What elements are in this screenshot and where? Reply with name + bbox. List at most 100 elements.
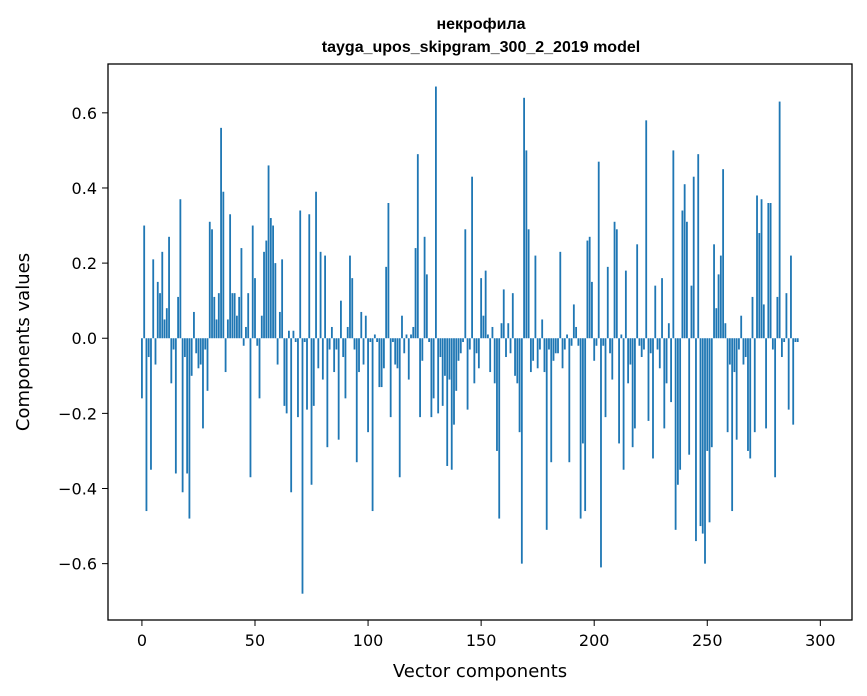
bar <box>161 251 164 339</box>
bar <box>272 225 274 339</box>
bar <box>507 323 510 339</box>
bar <box>183 338 186 358</box>
bar <box>581 338 584 444</box>
bar <box>710 338 713 448</box>
bar <box>713 244 715 339</box>
bar <box>728 338 731 365</box>
bar <box>550 338 553 463</box>
bar <box>690 285 693 339</box>
bar <box>312 338 315 406</box>
bar <box>351 278 354 339</box>
y-tick-label: −0.6 <box>58 555 97 574</box>
bar <box>410 334 412 339</box>
bar <box>649 338 652 354</box>
bar <box>640 338 643 358</box>
bar <box>301 338 304 594</box>
bar <box>462 338 464 342</box>
bar <box>294 338 297 342</box>
bar <box>333 338 336 373</box>
bar <box>231 293 234 339</box>
bar <box>609 338 611 354</box>
bar <box>353 338 356 350</box>
bar <box>473 338 476 384</box>
bar <box>163 319 166 339</box>
bar <box>602 338 605 346</box>
bar <box>441 338 444 406</box>
bar <box>414 248 417 339</box>
bar <box>306 338 308 410</box>
bar <box>604 338 607 418</box>
bar <box>364 315 367 339</box>
bar <box>627 338 630 384</box>
y-tick-label: −0.4 <box>58 480 97 499</box>
bar <box>453 338 455 425</box>
bar <box>346 326 349 339</box>
bar <box>792 338 795 425</box>
bar <box>220 127 222 339</box>
bar <box>575 326 578 339</box>
bar <box>600 338 602 568</box>
bar <box>233 293 236 339</box>
bar <box>620 334 623 339</box>
bar <box>315 191 317 339</box>
bar <box>145 338 148 512</box>
bar <box>534 255 537 339</box>
bar <box>292 330 295 339</box>
bar <box>321 338 324 380</box>
bar <box>308 214 311 339</box>
bar <box>156 281 159 339</box>
bar <box>695 338 697 542</box>
bar <box>217 293 220 339</box>
bar <box>432 338 435 399</box>
bar <box>740 315 743 339</box>
bar <box>615 229 618 339</box>
bar <box>636 244 639 339</box>
bar <box>692 176 695 339</box>
bar <box>376 338 379 342</box>
bar <box>778 101 781 339</box>
bar <box>794 338 797 342</box>
bar <box>514 338 516 376</box>
bar <box>747 338 749 451</box>
bar <box>543 338 546 373</box>
bar <box>297 338 299 418</box>
y-tick-label: −0.2 <box>58 404 97 423</box>
bar <box>484 270 487 339</box>
bar <box>326 338 329 448</box>
bar <box>586 240 589 339</box>
bar <box>527 229 530 339</box>
x-tick-label: 300 <box>805 631 836 650</box>
bar <box>340 300 342 339</box>
bar <box>373 334 376 339</box>
bar <box>493 338 496 384</box>
bar <box>328 338 331 350</box>
bar <box>697 154 700 339</box>
bar <box>430 338 433 418</box>
bar <box>674 338 677 530</box>
bar <box>450 338 453 470</box>
bar <box>672 150 675 339</box>
bar <box>299 210 302 339</box>
bar <box>186 338 189 474</box>
bar <box>342 338 345 358</box>
bar <box>715 308 718 339</box>
bar <box>385 266 388 339</box>
bar <box>423 236 426 339</box>
bar <box>645 120 648 339</box>
bar <box>613 221 616 339</box>
bar <box>269 218 272 339</box>
bar <box>663 338 666 429</box>
bar <box>466 338 469 410</box>
bar <box>455 338 458 391</box>
bar <box>394 338 397 365</box>
chart-title: некрофила <box>436 16 525 33</box>
bar <box>769 203 772 339</box>
bar <box>496 338 498 451</box>
bar <box>267 165 270 339</box>
bar <box>369 338 372 342</box>
bar <box>249 338 252 478</box>
bar <box>523 97 525 339</box>
bar <box>378 338 381 388</box>
bar <box>152 259 155 339</box>
